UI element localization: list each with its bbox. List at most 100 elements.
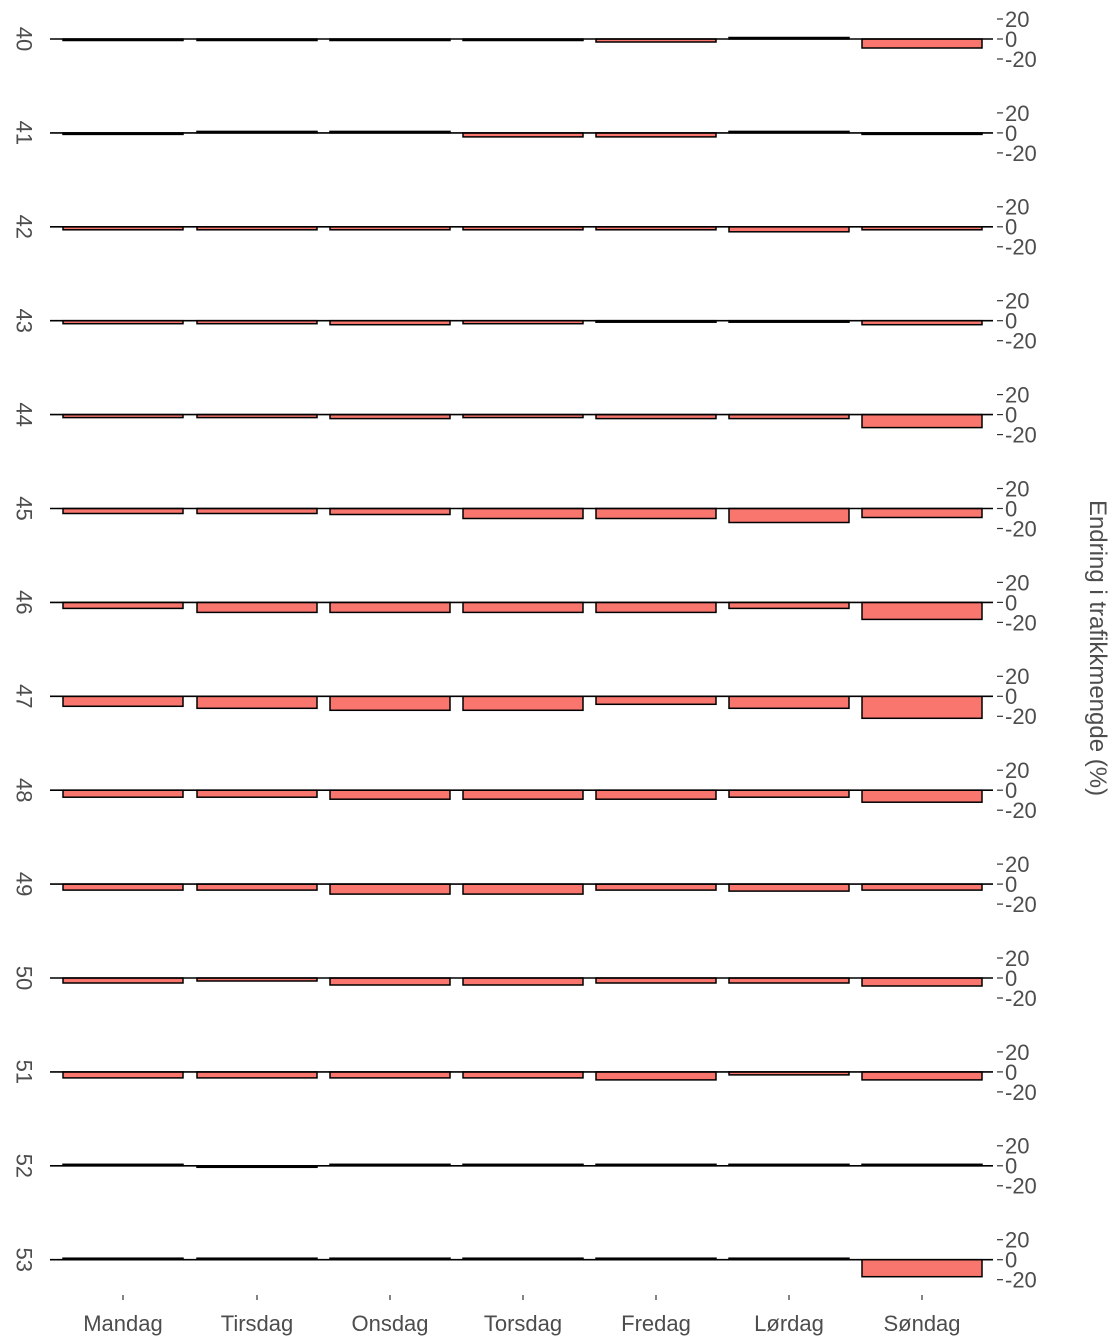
bar bbox=[62, 1071, 184, 1079]
y-tick-label: -20 bbox=[1005, 235, 1037, 260]
y-tick-label: -20 bbox=[1005, 47, 1037, 72]
row-label: 51 bbox=[11, 1060, 36, 1084]
bar bbox=[861, 1258, 983, 1278]
y-tick-label: 0 bbox=[1005, 778, 1017, 803]
bar bbox=[62, 789, 184, 798]
y-tick-label: 0 bbox=[1005, 27, 1017, 52]
bar bbox=[861, 601, 983, 621]
row-label: 49 bbox=[11, 872, 36, 896]
bar bbox=[329, 1071, 451, 1079]
x-tick-label: Tirsdag bbox=[221, 1311, 294, 1336]
y-tick-label: -20 bbox=[1005, 1268, 1037, 1293]
bar bbox=[196, 1071, 318, 1079]
y-tick-label: 20 bbox=[1005, 289, 1029, 314]
panel-46: 46 200-20 bbox=[11, 570, 1036, 635]
y-tick-label: 20 bbox=[1005, 195, 1029, 220]
y-tick-label: 0 bbox=[1005, 872, 1017, 897]
panel-43: 43 200-20 bbox=[11, 289, 1036, 354]
y-tick-label: 20 bbox=[1005, 1134, 1029, 1159]
y-tick-label: 0 bbox=[1005, 966, 1017, 991]
row-label: 43 bbox=[11, 308, 36, 332]
row-label: 45 bbox=[11, 496, 36, 520]
chart-panels: 40200-2041200-2042200-2043200-2044200-20… bbox=[11, 7, 1036, 1293]
panel-48: 48 200-20 bbox=[11, 758, 1036, 823]
row-label: 47 bbox=[11, 684, 36, 708]
y-tick-label: -20 bbox=[1005, 141, 1037, 166]
bar bbox=[728, 883, 850, 892]
bar bbox=[62, 601, 184, 610]
panel-49: 49 200-20 bbox=[11, 852, 1036, 917]
panel-53: 53 200-20 bbox=[11, 1228, 1036, 1293]
panel-52: 52 200-20 bbox=[11, 1134, 1036, 1199]
y-axis-title: Endring i trafikkmengde (%) bbox=[1084, 500, 1111, 796]
y-tick-label: 0 bbox=[1005, 121, 1017, 146]
bar bbox=[595, 883, 717, 891]
bar bbox=[62, 695, 184, 708]
y-tick-label: 20 bbox=[1005, 946, 1029, 971]
y-tick-label: -20 bbox=[1005, 704, 1037, 729]
y-tick-label: -20 bbox=[1005, 329, 1037, 354]
bar bbox=[196, 789, 318, 798]
y-tick-label: 20 bbox=[1005, 383, 1029, 408]
panel-47: 47 200-20 bbox=[11, 664, 1036, 729]
y-tick-label: -20 bbox=[1005, 986, 1037, 1011]
bar bbox=[329, 789, 451, 800]
bar bbox=[329, 977, 451, 986]
x-tick-label: Fredag bbox=[621, 1311, 691, 1336]
bar bbox=[196, 883, 318, 891]
bar bbox=[728, 507, 850, 524]
row-label: 52 bbox=[11, 1154, 36, 1178]
y-tick-label: 0 bbox=[1005, 1248, 1017, 1273]
bar bbox=[861, 507, 983, 519]
y-tick-label: -20 bbox=[1005, 1080, 1037, 1105]
bar bbox=[462, 1071, 584, 1079]
row-label: 42 bbox=[11, 215, 36, 239]
row-label: 40 bbox=[11, 27, 36, 51]
y-tick-label: 0 bbox=[1005, 496, 1017, 521]
row-label: 44 bbox=[11, 402, 36, 426]
bar bbox=[728, 695, 850, 710]
y-tick-label: -20 bbox=[1005, 892, 1037, 917]
panel-51: 51 200-20 bbox=[11, 1040, 1036, 1105]
bar bbox=[595, 601, 717, 614]
x-tick-label: Søndag bbox=[883, 1311, 960, 1336]
panel-42: 42 200-20 bbox=[11, 195, 1036, 260]
y-tick-label: -20 bbox=[1005, 798, 1037, 823]
bar bbox=[861, 1071, 983, 1081]
y-tick-label: 20 bbox=[1005, 758, 1029, 783]
y-tick-label: 20 bbox=[1005, 101, 1029, 126]
bar bbox=[462, 789, 584, 800]
bar bbox=[462, 507, 584, 520]
y-tick-label: 20 bbox=[1005, 7, 1029, 32]
y-tick-label: 0 bbox=[1005, 1060, 1017, 1085]
y-tick-label: 20 bbox=[1005, 476, 1029, 501]
bar bbox=[595, 695, 717, 706]
panel-50: 50 200-20 bbox=[11, 946, 1036, 1011]
bar bbox=[728, 789, 850, 798]
y-tick-label: 20 bbox=[1005, 1040, 1029, 1065]
panel-44: 44 200-20 bbox=[11, 383, 1036, 448]
y-tick-label: 20 bbox=[1005, 1228, 1029, 1253]
y-tick-label: 0 bbox=[1005, 590, 1017, 615]
y-tick-label: 0 bbox=[1005, 403, 1017, 428]
y-tick-label: 0 bbox=[1005, 215, 1017, 240]
bar bbox=[595, 1071, 717, 1081]
bar bbox=[861, 789, 983, 803]
x-axis: Mandag Tirsdag Onsdag Torsdag Fredag Lørdag Sø… bbox=[83, 1295, 961, 1336]
bar bbox=[329, 883, 451, 895]
bar bbox=[728, 601, 850, 610]
bar bbox=[196, 695, 318, 710]
bar bbox=[462, 695, 584, 712]
row-label: 46 bbox=[11, 590, 36, 614]
bar bbox=[861, 38, 983, 49]
y-tick-label: -20 bbox=[1005, 516, 1037, 541]
x-tick-label: Onsdag bbox=[351, 1311, 428, 1336]
panel-40: 40 200-20 bbox=[11, 7, 1036, 72]
row-label: 48 bbox=[11, 778, 36, 802]
y-tick-label: -20 bbox=[1005, 610, 1037, 635]
x-tick-label: Torsdag bbox=[484, 1311, 562, 1336]
bar bbox=[329, 507, 451, 516]
bar bbox=[329, 695, 451, 712]
y-tick-label: 20 bbox=[1005, 664, 1029, 689]
